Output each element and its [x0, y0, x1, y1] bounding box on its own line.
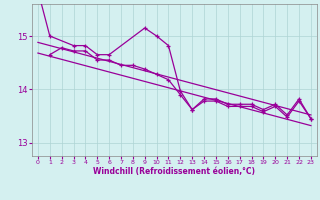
X-axis label: Windchill (Refroidissement éolien,°C): Windchill (Refroidissement éolien,°C) — [93, 167, 255, 176]
